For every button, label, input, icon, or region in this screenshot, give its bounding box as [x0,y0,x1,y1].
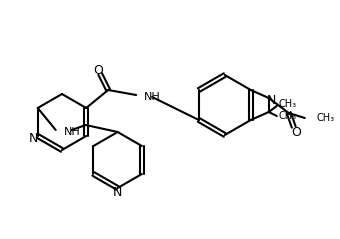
Text: N: N [29,131,38,145]
Text: N: N [113,186,122,200]
Text: NH: NH [64,127,81,137]
Text: CH₃: CH₃ [279,111,297,121]
Text: CH₃: CH₃ [317,113,335,123]
Text: O: O [93,64,103,76]
Text: NH: NH [144,92,161,102]
Text: CH₃: CH₃ [279,99,297,109]
Text: N: N [267,93,276,107]
Text: O: O [291,126,301,140]
